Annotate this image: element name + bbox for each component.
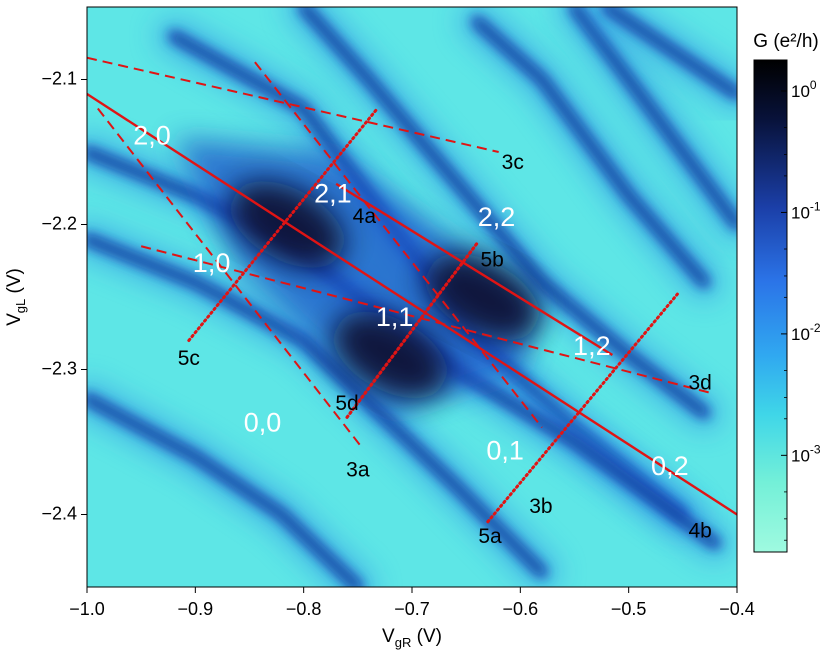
state-and-line-labels: 2,0 2,1 2,2 1,0 1,1 1,2 0,0 0,1 0,2 3c 4a 5b 5c 5d 3d 3… [133,121,712,549]
colorbar-tick-label: 10-2 [791,321,821,344]
state-label: 1,2 [573,331,611,361]
state-label: 0,1 [486,435,524,465]
line-label: 5b [480,248,503,271]
line-label: 5d [335,392,358,415]
state-label: 1,0 [193,248,231,278]
y-axis: −2.1 −2.2 −2.3 −2.4 [41,68,87,523]
line-label: 4a [353,205,377,228]
x-tick-label: −0.8 [286,599,322,619]
transition-line-3a [97,107,365,450]
x-axis-label: VgR (V) [382,626,442,650]
state-label: 0,0 [244,408,282,438]
line-label: 3c [502,151,524,174]
x-tick-label: −0.7 [394,599,430,619]
transition-lines [87,56,737,524]
transition-line-4 [87,92,737,516]
transition-line-5c [187,107,379,342]
transition-line-5d [345,241,479,419]
state-label: 1,1 [376,302,414,332]
y-tick-label: −2.3 [41,358,77,378]
conductance-band-core [572,7,737,227]
y-tick-label: −2.1 [41,68,77,88]
line-label: 5a [478,525,502,548]
line-label: 5c [178,347,200,370]
x-tick-label: −0.4 [719,599,755,619]
state-label: 2,2 [478,202,516,232]
y-axis-label: VgL (V) [4,268,28,326]
colorbar-tick-label: 100 [791,78,817,101]
transition-line-4a [335,182,614,357]
x-tick-label: −1.0 [69,599,105,619]
conductance-peak [333,311,448,399]
colorbar-gradient [753,59,788,553]
conductance-band-core [605,7,737,96]
conductance-band-core [87,396,360,587]
x-tick-label: −0.5 [611,599,647,619]
line-label: 3d [688,372,711,395]
conductance-band-core [475,19,707,285]
transition-line-3b [254,61,543,429]
heatmap-features [87,7,737,587]
colorbar-ticks: 100 10-1 10-2 10-3 [781,78,821,541]
colorbar: G (e²/h) 100 10-1 10-2 10-3 [753,31,821,553]
x-tick-label: −0.9 [178,599,214,619]
state-label: 0,2 [651,451,689,481]
y-tick-label: −2.2 [41,213,77,233]
x-axis: −1.0 −0.9 −0.8 −0.7 −0.6 −0.5 −0.4 [69,587,755,619]
x-tick-label: −0.6 [503,599,539,619]
colorbar-title: G (e²/h) [753,31,818,52]
state-label: 2,0 [133,121,171,151]
colorbar-tick-label: 10-1 [791,199,821,222]
colorbar-tick-label: 10-3 [791,442,821,465]
line-label: 3b [529,495,552,518]
conductance-band-core [301,7,707,415]
line-label: 3a [346,459,370,482]
conductance-band-core [87,237,544,575]
state-label: 2,1 [314,179,352,209]
line-label: 4b [688,519,711,542]
transition-line-3c [87,56,499,153]
transition-line-5a [486,292,679,524]
y-tick-label: −2.4 [41,503,77,523]
